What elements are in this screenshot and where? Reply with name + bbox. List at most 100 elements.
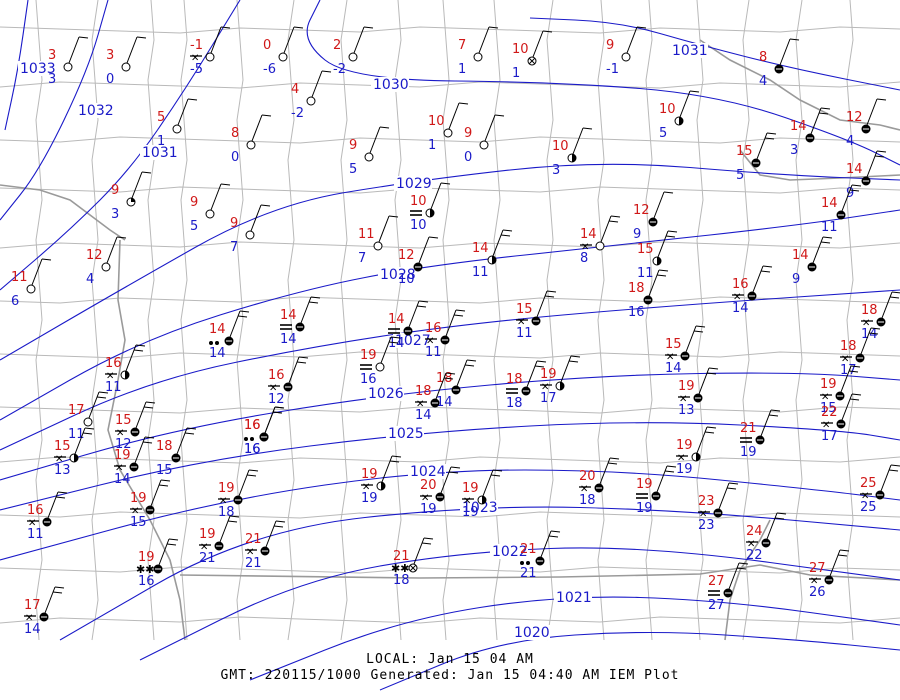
station-plot[interactable]: 93 (111, 171, 152, 222)
station-plot[interactable]: 10 1 (428, 102, 469, 153)
station-plot[interactable]: ✕16 11 (105, 344, 146, 395)
dewpoint-label: 1 (458, 62, 466, 77)
station-plot[interactable]: 14 3 (790, 107, 831, 158)
station-plot[interactable]: ✕27 26 (809, 549, 850, 600)
station-plot[interactable]: 11 7 (358, 215, 399, 266)
station-plot[interactable]: 2 -2 (333, 26, 374, 77)
station-plot[interactable]: 14 14 (280, 296, 321, 347)
station-plot[interactable]: ✕25 25 (860, 464, 900, 515)
station-plot[interactable]: ✕24 22 (746, 512, 787, 563)
wind-barb-staff (572, 127, 584, 155)
station-plot[interactable]: ✕16 11 (425, 309, 466, 360)
station-plot[interactable]: ✕18 14 (415, 372, 456, 423)
station-plot[interactable]: ✕15 14 (665, 325, 706, 376)
station-plot[interactable]: 0 -6 (263, 26, 304, 77)
station-plot[interactable]: ✕14 8 (580, 215, 621, 266)
station-plot[interactable]: ✕19 14 (114, 436, 155, 487)
station-plot[interactable]: 95 (349, 126, 390, 177)
dewpoint-label: 10 (398, 272, 415, 287)
station-plot[interactable]: 10 5 (659, 90, 700, 141)
station-plot[interactable]: 14 9 (792, 236, 833, 287)
temperature-label: 27 (708, 574, 725, 589)
station-plot[interactable]: 95 (190, 183, 231, 234)
station-plot[interactable]: ✕18 17 (840, 327, 881, 378)
station-plot[interactable]: 10 1 (512, 30, 553, 81)
county-line (795, 0, 803, 641)
station-plot[interactable]: ✕19 15 (820, 365, 861, 416)
station-plot[interactable]: 9 -1 (606, 26, 647, 77)
station-plot[interactable]: 4 -2 (291, 70, 332, 121)
station-plot[interactable]: ✱✱19 16 (136, 538, 179, 589)
station-plot[interactable]: 12 4 (846, 98, 887, 149)
station-plot[interactable]: ✕19 21 (199, 515, 240, 566)
station-plot[interactable]: ✕19 13 (678, 367, 719, 418)
station-plot[interactable]: ✕19 17 (540, 355, 581, 406)
station-plot[interactable]: 84 (759, 38, 800, 89)
dewpoint-label: 16 (138, 574, 155, 589)
station-plot[interactable]: 14 9 (846, 150, 887, 201)
station-plot[interactable]: ✕15 13 (54, 427, 95, 478)
station-plot[interactable]: ✱✱21 18 (391, 537, 434, 588)
weather-haze-icon: ✕ (541, 382, 549, 393)
station-plot[interactable]: ✕16 11 (27, 491, 68, 542)
wind-barb-flag (275, 520, 286, 523)
station-plot[interactable]: 11 6 (11, 258, 52, 309)
dewpoint-label: 6 (11, 294, 19, 309)
temperature-label: 19 (199, 527, 216, 542)
station-plot[interactable]: ✕16 12 (268, 356, 309, 407)
station-plot[interactable]: 12 4 (86, 236, 127, 287)
station-plot[interactable]: ✕21 21 (245, 520, 286, 571)
station-plot[interactable]: 97 (230, 204, 271, 255)
station-plot[interactable]: ✕19 19 (676, 426, 717, 477)
dewpoint-label: 9 (792, 272, 800, 287)
station-plot[interactable]: 33 (48, 36, 89, 87)
station-plot[interactable]: ✕19 19 (361, 455, 402, 506)
station-plot[interactable]: 15 5 (736, 132, 777, 183)
station-plot[interactable]: ✕18 14 (861, 291, 900, 342)
station-plot[interactable]: 10 3 (552, 127, 593, 178)
station-plot[interactable]: 90 (464, 114, 505, 165)
station-plot[interactable]: 80 (231, 114, 272, 165)
station-plot[interactable]: 10 10 (410, 182, 451, 233)
station-plot[interactable]: ✕20 18 (579, 457, 620, 508)
station-plot[interactable]: ✕16 14 (732, 265, 773, 316)
station-plot[interactable]: 30 (106, 36, 147, 87)
station-plot[interactable]: ✕17 14 (24, 586, 65, 637)
station-plot[interactable]: 12 10 (398, 236, 439, 287)
dewpoint-label: 3 (552, 163, 560, 178)
station-plot[interactable]: 14 14 (388, 300, 429, 351)
station-plot[interactable]: 71 (458, 26, 499, 77)
station-plot[interactable]: ✕19 18 (218, 469, 259, 520)
station-plot[interactable]: 14 14 (209, 310, 250, 361)
station-plot[interactable]: 21 21 (520, 530, 561, 581)
station-plot[interactable]: ✕20 19 (420, 466, 461, 517)
station-plot[interactable]: 27 27 (708, 562, 749, 613)
station-plot[interactable]: ✕15 12 (115, 401, 156, 452)
station-plot[interactable]: 12 9 (633, 191, 674, 242)
station-plot[interactable]: 14 11 (821, 184, 862, 235)
wind-barb-staff (653, 191, 665, 219)
station-plot[interactable]: ✕15 11 (516, 290, 557, 341)
isobar-label-bg (371, 77, 409, 92)
station-plot[interactable]: 51 (157, 98, 198, 149)
station-plot[interactable]: 14 11 (472, 229, 513, 280)
weather-drizzle-icon (244, 437, 248, 441)
temperature-label: 15 (516, 302, 533, 317)
temperature-label: 16 (27, 503, 44, 518)
station-plot[interactable]: ✕-1 -5 (190, 26, 231, 77)
station-plot[interactable]: ✕19 19 (462, 469, 503, 520)
temperature-label: 14 (821, 196, 838, 211)
station-plot[interactable]: ✕23 23 (698, 482, 739, 533)
station-plot[interactable]: ✕19 15 (130, 479, 171, 530)
station-plot[interactable]: 21 19 (740, 409, 781, 460)
